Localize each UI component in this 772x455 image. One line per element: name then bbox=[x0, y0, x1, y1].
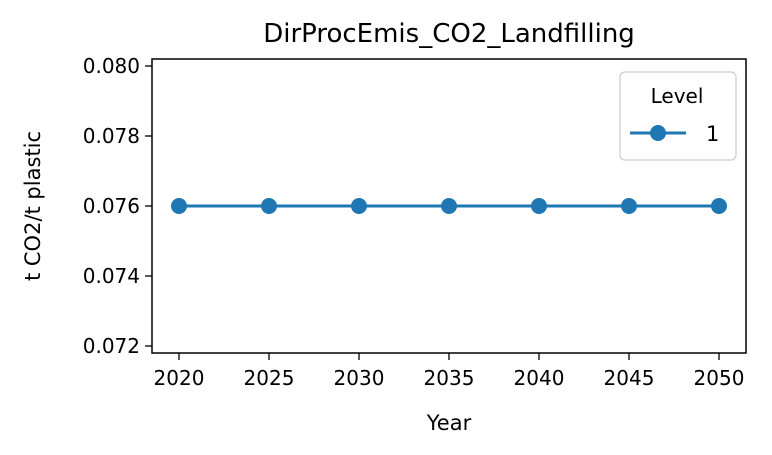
legend-box bbox=[619, 71, 737, 161]
x-axis-label: Year bbox=[426, 411, 472, 435]
x-tick-label: 2035 bbox=[424, 366, 475, 390]
y-axis-label: t CO2/t plastic bbox=[21, 131, 45, 281]
data-point-2040 bbox=[531, 198, 547, 214]
plot-area bbox=[171, 198, 727, 214]
data-point-2045 bbox=[621, 198, 637, 214]
y-tick-label: 0.078 bbox=[83, 124, 140, 148]
x-axis: 2020 2025 2030 2035 2040 2045 2050 bbox=[154, 353, 745, 390]
x-tick-label: 2040 bbox=[514, 366, 565, 390]
legend-title: Level bbox=[651, 84, 704, 108]
data-point-2030 bbox=[351, 198, 367, 214]
data-point-2025 bbox=[261, 198, 277, 214]
y-tick-label: 0.076 bbox=[83, 194, 140, 218]
data-point-2035 bbox=[441, 198, 457, 214]
data-point-2020 bbox=[171, 198, 187, 214]
x-tick-label: 2025 bbox=[244, 366, 295, 390]
x-tick-label: 2020 bbox=[154, 366, 205, 390]
y-axis: 0.072 0.074 0.076 0.078 0.080 bbox=[83, 54, 152, 358]
y-tick-label: 0.080 bbox=[83, 54, 140, 78]
x-tick-label: 2050 bbox=[694, 366, 745, 390]
chart-title: DirProcEmis_CO2_Landfilling bbox=[263, 19, 635, 49]
y-tick-label: 0.072 bbox=[83, 334, 140, 358]
y-tick-label: 0.074 bbox=[83, 264, 140, 288]
legend-entry-label: 1 bbox=[706, 122, 719, 146]
x-tick-label: 2030 bbox=[334, 366, 385, 390]
x-tick-label: 2045 bbox=[604, 366, 655, 390]
legend: Level 1 bbox=[619, 71, 737, 161]
legend-marker-swatch bbox=[650, 125, 666, 141]
data-point-2050 bbox=[711, 198, 727, 214]
